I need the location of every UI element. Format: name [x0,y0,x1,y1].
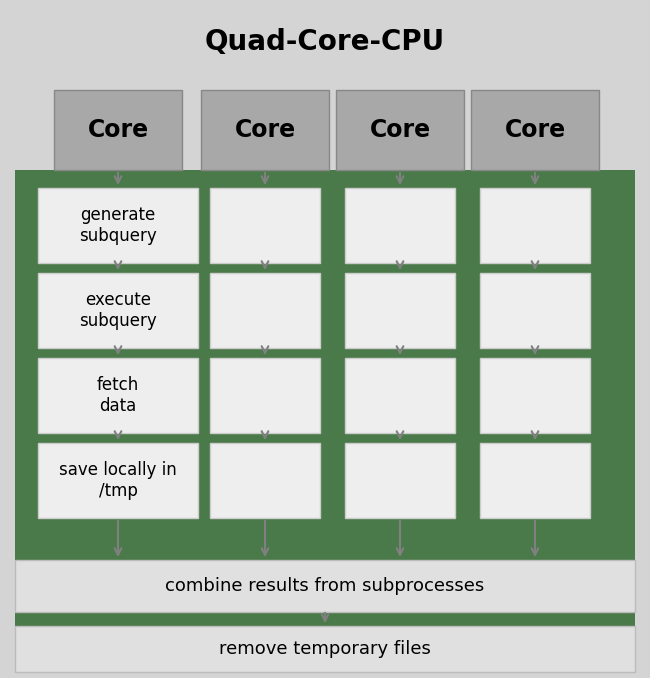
Bar [480,358,590,433]
Bar [15,560,635,612]
Text: Core: Core [88,118,149,142]
Bar [336,90,464,170]
Bar [471,90,599,170]
Bar [15,626,635,672]
Bar [38,188,198,263]
Bar [38,358,198,433]
Text: Core: Core [235,118,296,142]
Bar [480,188,590,263]
Bar [345,273,455,348]
Bar [480,443,590,518]
Bar [38,273,198,348]
Bar [15,170,635,545]
Bar [345,443,455,518]
Bar [38,443,198,518]
Bar [345,358,455,433]
Bar [15,612,635,626]
Bar [54,90,182,170]
Bar [201,90,329,170]
Bar [210,443,320,518]
Text: Core: Core [504,118,566,142]
Text: combine results from subprocesses: combine results from subprocesses [165,577,485,595]
Bar [15,545,635,560]
Text: save locally in
/tmp: save locally in /tmp [59,461,177,500]
Text: fetch
data: fetch data [97,376,139,415]
Bar [210,273,320,348]
Text: Quad-Core-CPU: Quad-Core-CPU [205,28,445,56]
Text: Core: Core [369,118,430,142]
Text: execute
subquery: execute subquery [79,291,157,330]
Bar [210,358,320,433]
Bar [480,273,590,348]
Bar [345,188,455,263]
Text: remove temporary files: remove temporary files [219,640,431,658]
Bar [210,188,320,263]
Text: generate
subquery: generate subquery [79,206,157,245]
